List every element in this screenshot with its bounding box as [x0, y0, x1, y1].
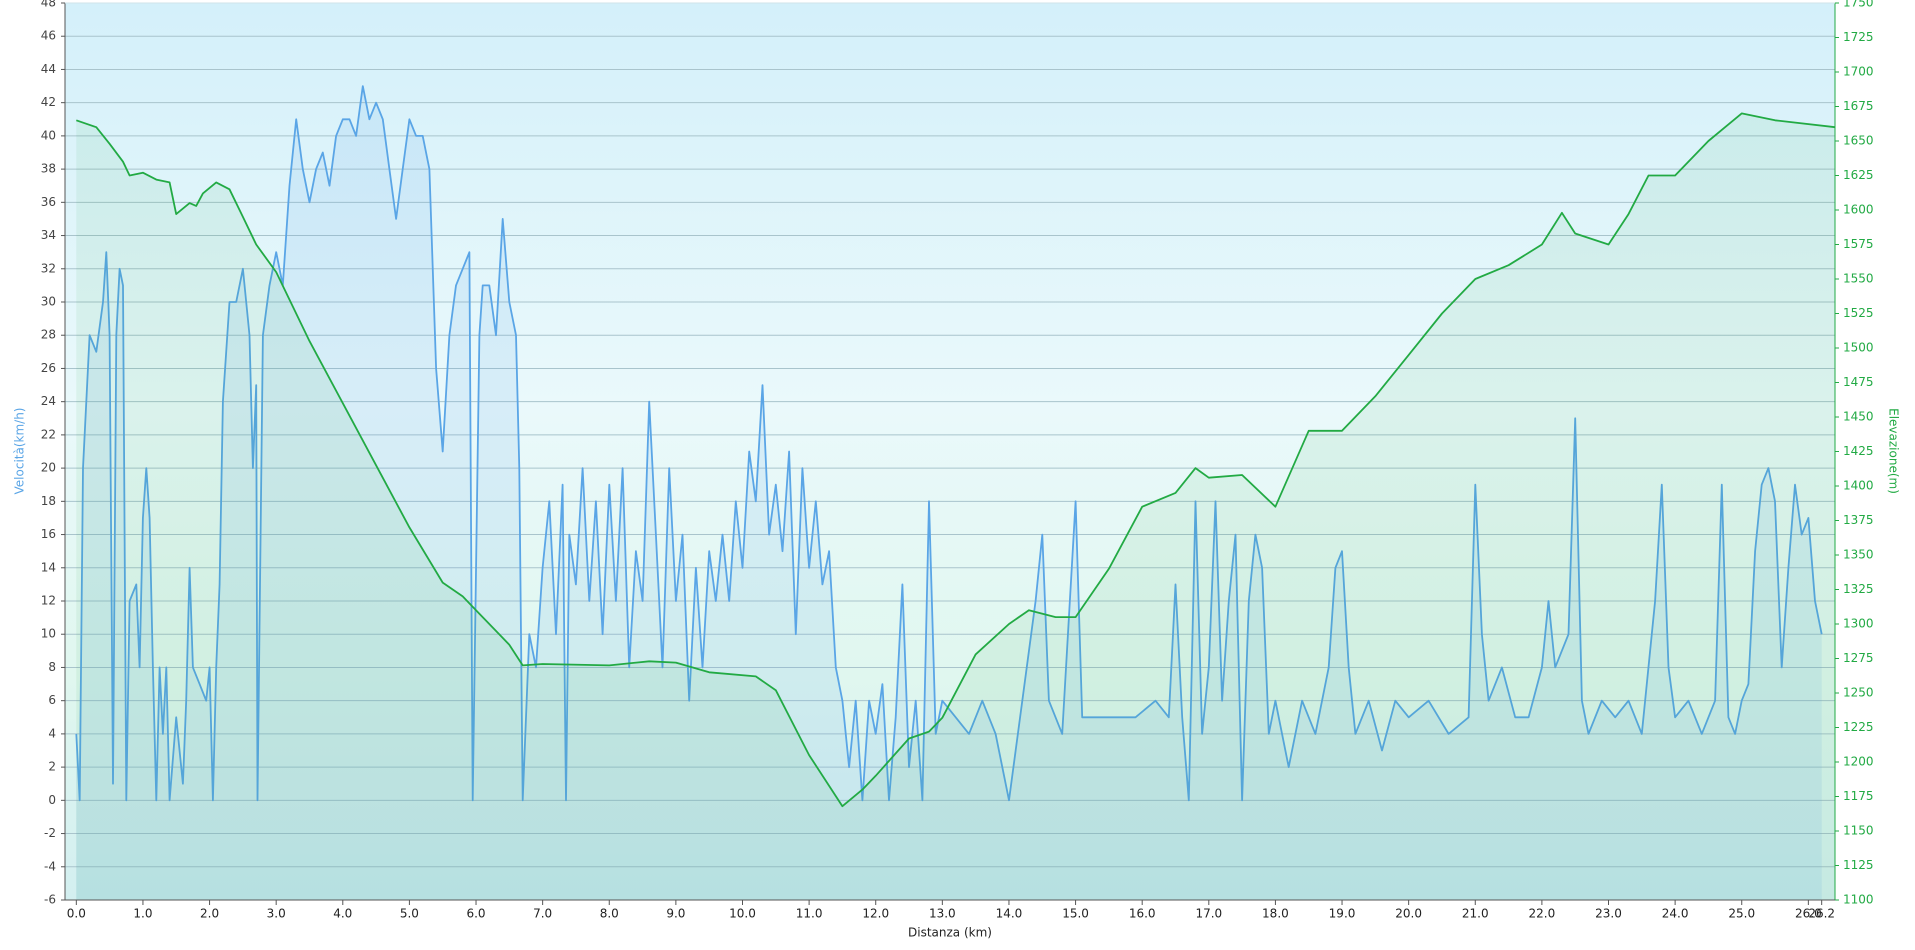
y2-tick-label: 1675 [1843, 99, 1874, 113]
x-tick-label: 1.0 [133, 907, 152, 921]
y2-tick-label: 1500 [1843, 341, 1874, 355]
y2-tick-label: 1750 [1843, 0, 1874, 10]
x-tick-label: 0.0 [67, 907, 86, 921]
x-tick-label: 18.0 [1262, 907, 1289, 921]
y2-tick-label: 1175 [1843, 789, 1874, 803]
x-tick-label: 21.0 [1462, 907, 1489, 921]
y-axis-label: Velocità(km/h) [13, 408, 27, 495]
y2-tick-label: 1425 [1843, 444, 1874, 458]
series-area [76, 86, 1822, 901]
y-tick-label: 6 [48, 693, 56, 707]
y-tick-label: 34 [41, 228, 56, 242]
y2-tick-label: 1325 [1843, 582, 1874, 596]
plot-background [65, 3, 1835, 900]
y2-tick-label: 1700 [1843, 65, 1874, 79]
y-tick-label: 2 [48, 760, 56, 774]
x-tick-label: 3.0 [267, 907, 286, 921]
y2-tick-label: 1375 [1843, 513, 1874, 527]
y2-axis-label: Elevazione(m) [1887, 408, 1901, 494]
y2-tick-label: 1100 [1843, 893, 1874, 907]
y-tick-label: -4 [44, 859, 56, 873]
x-tick-label: 20.0 [1395, 907, 1422, 921]
y-tick-label: 32 [41, 261, 56, 275]
series-line [76, 112, 1836, 808]
y2-tick-label: 1550 [1843, 272, 1874, 286]
y2-tick-label: 1125 [1843, 858, 1874, 872]
x-tick-label: 2.0 [200, 907, 219, 921]
y2-tick-label: 1150 [1843, 824, 1874, 838]
y-tick-label: 16 [41, 527, 56, 541]
y-tick-label: 28 [41, 328, 56, 342]
y-tick-label: -6 [44, 893, 56, 907]
y-tick-label: 22 [41, 427, 56, 441]
y2-tick-label: 1250 [1843, 686, 1874, 700]
y-tick-label: 24 [41, 394, 56, 408]
x-tick-label: 17.0 [1195, 907, 1222, 921]
y2-tick-label: 1525 [1843, 306, 1874, 320]
y-tick-label: 18 [41, 494, 56, 508]
y-tick-label: 42 [41, 95, 56, 109]
series-line [75, 85, 1823, 802]
y2-tick-label: 1275 [1843, 651, 1874, 665]
y2-tick-label: 1450 [1843, 410, 1874, 424]
y-tick-label: 0 [48, 793, 56, 807]
y-tick-label: 14 [41, 560, 56, 574]
y2-tick-label: 1350 [1843, 548, 1874, 562]
x-tick-label: 8.0 [600, 907, 619, 921]
y2-tick-label: 1625 [1843, 168, 1874, 182]
y2-tick-label: 1600 [1843, 203, 1874, 217]
y-tick-label: 38 [41, 162, 56, 176]
x-tick-label: 25.0 [1728, 907, 1755, 921]
x-tick-label: 22.0 [1529, 907, 1556, 921]
y2-tick-label: 1200 [1843, 755, 1874, 769]
y-tick-label: 40 [41, 128, 56, 142]
y-tick-label: 20 [41, 461, 56, 475]
y-tick-label: 4 [48, 726, 56, 740]
x-tick-label: 5.0 [400, 907, 419, 921]
x-tick-label: 10.0 [729, 907, 756, 921]
y-tick-label: 8 [48, 660, 56, 674]
y-tick-label: -2 [44, 826, 56, 840]
x-tick-label: 19.0 [1329, 907, 1356, 921]
y-tick-label: 46 [41, 29, 56, 43]
y2-tick-label: 1650 [1843, 134, 1874, 148]
y-tick-label: 12 [41, 594, 56, 608]
x-tick-label: 26.2 [1808, 907, 1835, 921]
y2-tick-label: 1725 [1843, 30, 1874, 44]
x-axis-label: Distanza (km) [908, 926, 992, 940]
y-tick-label: 26 [41, 361, 56, 375]
y2-tick-label: 1475 [1843, 375, 1874, 389]
y-tick-label: 36 [41, 195, 56, 209]
x-tick-label: 24.0 [1662, 907, 1689, 921]
y2-tick-label: 1300 [1843, 617, 1874, 631]
x-tick-label: 9.0 [666, 907, 685, 921]
series-area [76, 113, 1835, 900]
y-tick-label: 44 [41, 62, 56, 76]
x-tick-label: 7.0 [533, 907, 552, 921]
y2-tick-label: 1225 [1843, 720, 1874, 734]
y-tick-label: 30 [41, 295, 56, 309]
x-tick-label: 15.0 [1062, 907, 1089, 921]
x-tick-label: 23.0 [1595, 907, 1622, 921]
x-tick-label: 11.0 [796, 907, 823, 921]
y2-tick-label: 1400 [1843, 479, 1874, 493]
y-tick-label: 10 [41, 627, 56, 641]
x-tick-label: 4.0 [333, 907, 352, 921]
x-tick-label: 12.0 [862, 907, 889, 921]
x-tick-label: 13.0 [929, 907, 956, 921]
x-tick-label: 16.0 [1129, 907, 1156, 921]
y-tick-label: 48 [41, 0, 56, 10]
x-tick-label: 14.0 [996, 907, 1023, 921]
x-tick-label: 6.0 [466, 907, 485, 921]
x-tick-label: 26.0 [1795, 907, 1822, 921]
y2-tick-label: 1575 [1843, 237, 1874, 251]
